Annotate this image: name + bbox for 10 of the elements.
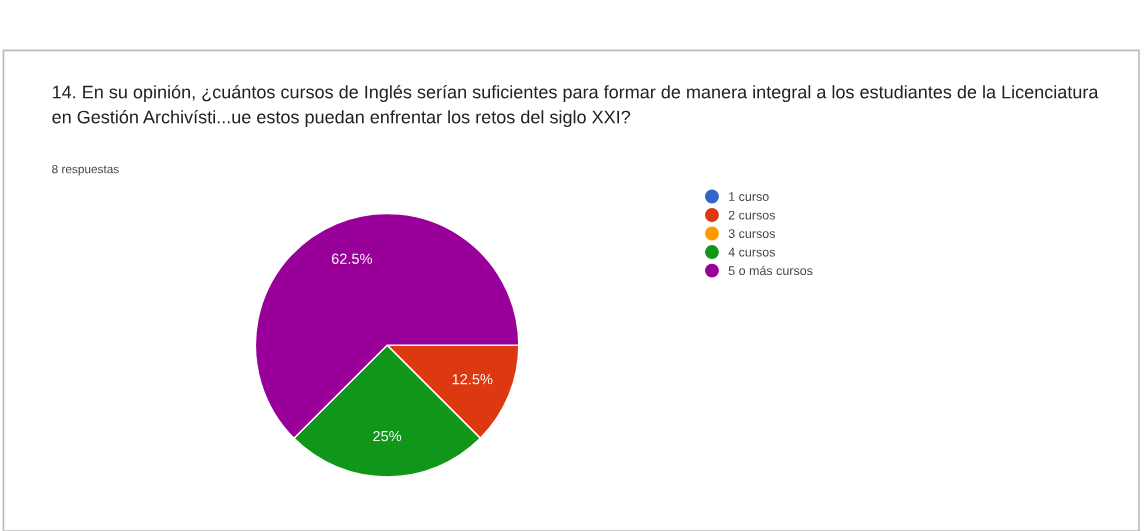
data-label: 62.5%: [331, 253, 372, 264]
legend-label: 3 cursos: [728, 229, 775, 239]
data-label: 12.5%: [452, 374, 493, 385]
chart-title: 14. En su opinión, ¿cuántos cursos de Inglés serían suficientes para formar de manera integral a los estudiantes de la Licenciatura en Gestión Archivísti...ue estos puedan enfrentar los retos del siglo XXI?: [52, 84, 1099, 128]
legend-label: 4 cursos: [728, 247, 775, 257]
text: 8 respuestas: [52, 164, 119, 176]
data-label: 25%: [373, 430, 402, 442]
legend-label: 2 cursos: [728, 210, 775, 220]
legend-label: 1 curso: [729, 192, 769, 201]
legend-label: 5 o más cursos: [728, 265, 813, 276]
